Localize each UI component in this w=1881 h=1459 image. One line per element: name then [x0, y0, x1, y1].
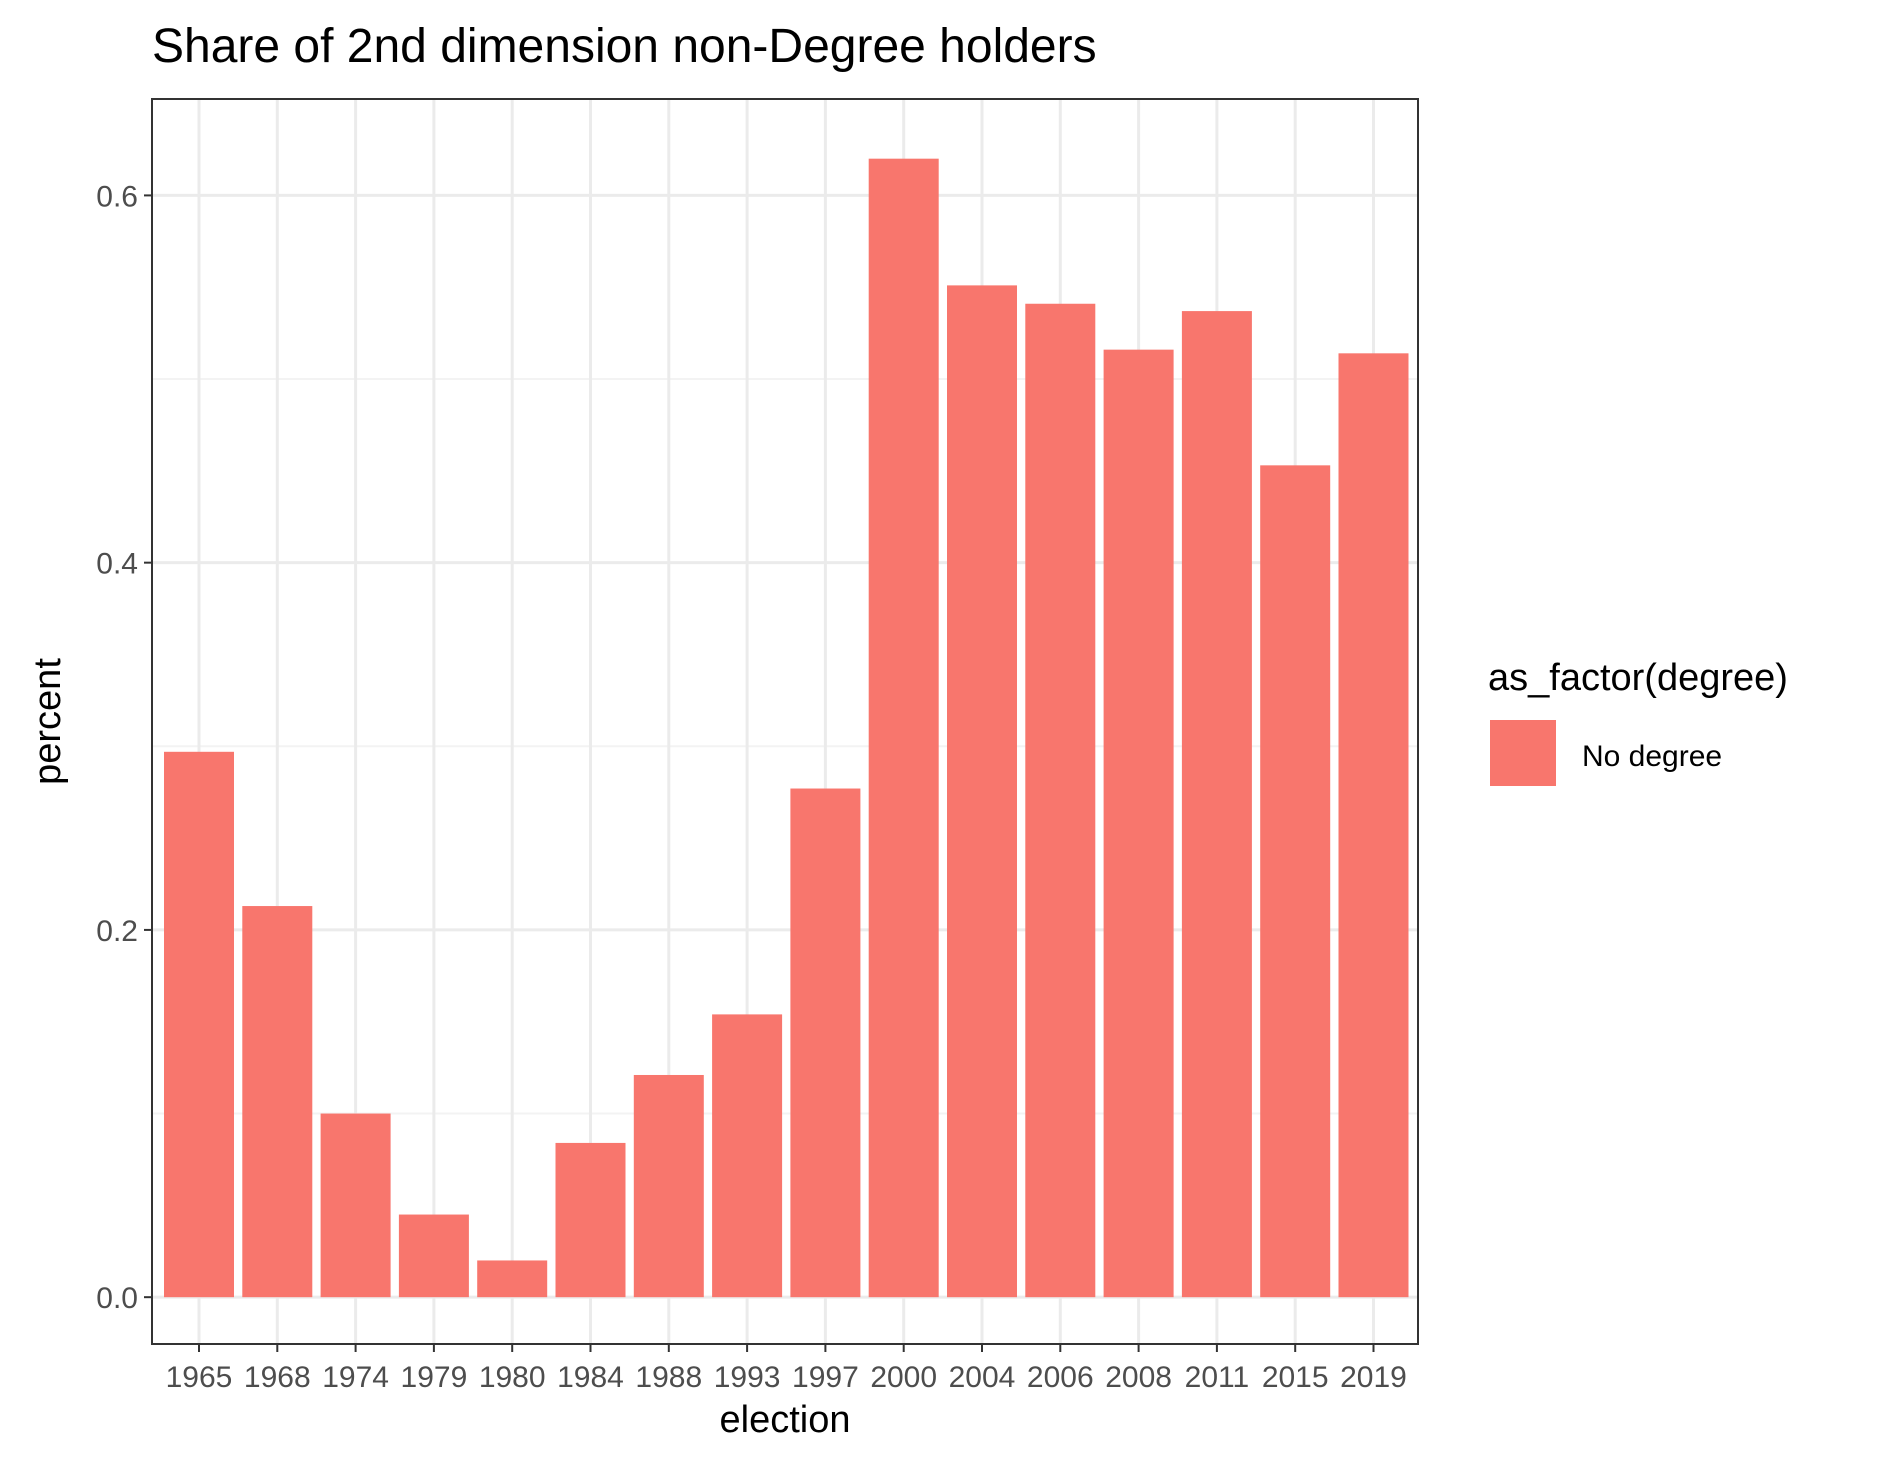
x-tick-label: 1965 — [166, 1361, 233, 1394]
x-tick-label: 2011 — [1185, 1361, 1250, 1394]
chart-title: Share of 2nd dimension non-Degree holder… — [152, 20, 1097, 73]
x-tick-label: 1984 — [557, 1361, 624, 1394]
x-axis: 1965 1968 1974 1979 1980 1984 1988 1993 1997 2000… — [166, 1344, 1407, 1394]
x-tick-label: 1993 — [714, 1361, 781, 1394]
bar-2004 — [947, 285, 1017, 1298]
bar-1997 — [790, 788, 861, 1298]
bar-1984 — [555, 1142, 626, 1298]
x-tick-label: 2008 — [1105, 1361, 1172, 1394]
x-tick-label: 2004 — [949, 1361, 1016, 1394]
y-axis-title: percent — [27, 658, 69, 785]
x-tick-label: 2006 — [1027, 1361, 1094, 1394]
x-tick-label: 1979 — [401, 1361, 468, 1394]
bar-1988 — [633, 1074, 704, 1298]
y-tick-label: 0.4 — [96, 548, 138, 581]
bar-1968 — [242, 906, 313, 1298]
bar-1980 — [477, 1260, 548, 1298]
legend-key-no-degree — [1490, 720, 1556, 786]
panel-border — [151, 98, 1419, 1345]
bars — [164, 158, 1409, 1298]
y-tick-label: 0.0 — [96, 1282, 138, 1315]
bar-1993 — [712, 1014, 783, 1298]
x-tick-label: 2000 — [870, 1361, 937, 1394]
y-axis: 0.0 0.2 0.4 0.6 — [96, 180, 152, 1315]
bar-1974 — [320, 1113, 391, 1298]
x-tick-label: 2019 — [1340, 1361, 1407, 1394]
x-tick-label: 1980 — [479, 1361, 546, 1394]
bar-2019 — [1338, 353, 1409, 1298]
x-tick-label: 1974 — [322, 1361, 389, 1394]
legend: as_factor(degree) No degree — [1488, 657, 1788, 786]
bar-1965 — [164, 751, 234, 1298]
x-tick-label: 2015 — [1262, 1361, 1329, 1394]
bar-2015 — [1260, 465, 1331, 1298]
bar-2000 — [868, 158, 939, 1298]
bar-2006 — [1025, 303, 1096, 1298]
bar-2011 — [1181, 311, 1252, 1298]
y-tick-label: 0.2 — [96, 915, 138, 948]
y-tick-label: 0.6 — [96, 180, 138, 213]
x-tick-label: 1988 — [635, 1361, 702, 1394]
x-axis-title: election — [720, 1399, 851, 1441]
bar-2008 — [1103, 349, 1174, 1298]
x-tick-label: 1997 — [792, 1361, 859, 1394]
legend-label-no-degree: No degree — [1582, 740, 1722, 773]
legend-title: as_factor(degree) — [1488, 657, 1788, 699]
bar-1979 — [398, 1214, 469, 1298]
x-tick-label: 1968 — [244, 1361, 311, 1394]
